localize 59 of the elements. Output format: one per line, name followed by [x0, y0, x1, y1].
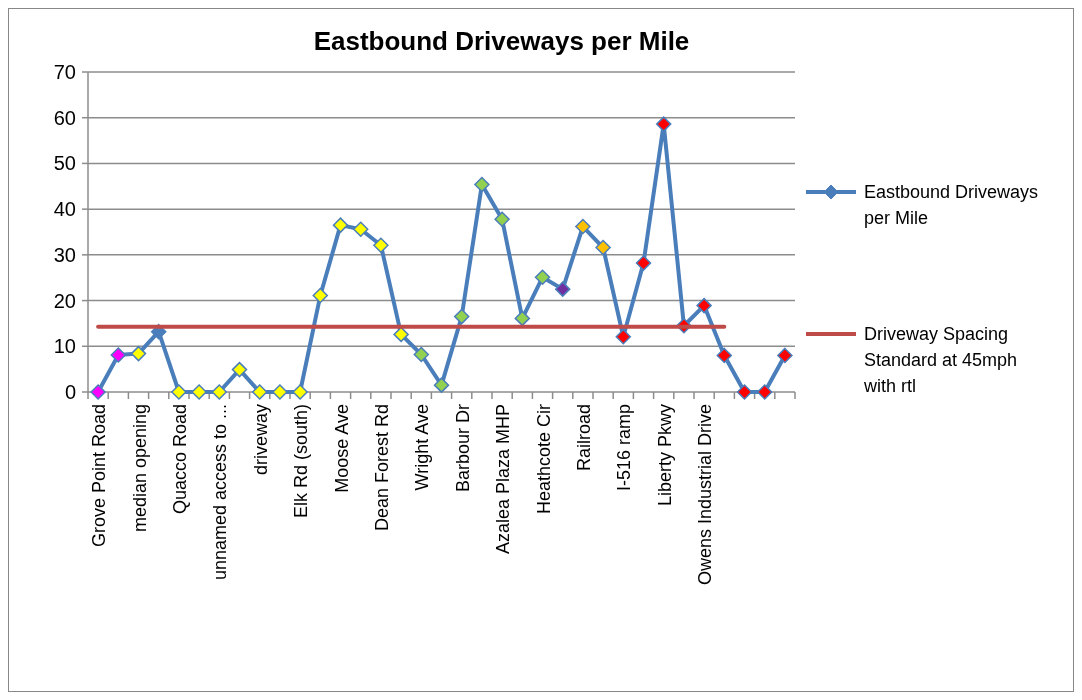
point [292, 384, 308, 400]
point [130, 345, 147, 362]
point [231, 361, 248, 378]
x-tick-label: Heathcote Cir [533, 404, 554, 515]
point [756, 384, 773, 400]
point [312, 287, 329, 304]
y-tick-label: 40 [53, 198, 76, 221]
point [736, 384, 753, 400]
point [110, 347, 127, 363]
x-tick-label: Grove Point Road [89, 404, 110, 548]
y-tick-label: 70 [53, 61, 76, 83]
x-tick-label: Liberty Pkwy [654, 404, 675, 507]
point [635, 255, 652, 271]
point [211, 384, 228, 400]
x-tick-label: I-516 ramp [614, 404, 635, 492]
y-tick-label: 60 [53, 106, 76, 129]
point [595, 239, 611, 256]
point [393, 326, 409, 343]
legend-label: Eastbound Driveways per Mile [864, 182, 1039, 228]
point [191, 384, 207, 400]
y-tick-label: 20 [53, 289, 76, 312]
point [272, 384, 288, 400]
point [696, 297, 712, 314]
y-tick-label: 30 [53, 243, 76, 266]
x-tick-label: Azalea Plaza MHP [493, 404, 514, 555]
point [453, 308, 470, 325]
y-tick-label: 10 [53, 335, 76, 358]
y-tick-label: 50 [53, 152, 76, 175]
x-tick-label: Railroad [573, 404, 594, 472]
point [413, 346, 430, 363]
x-tick-label: Moose Ave [331, 404, 352, 493]
point [352, 221, 369, 238]
x-tick-label: unnamed access to ... [210, 404, 231, 581]
point [251, 384, 268, 400]
point [90, 384, 106, 400]
x-tick-label: driveway [250, 404, 271, 476]
point [534, 269, 551, 286]
x-tick-label: Dean Forest Rd [371, 404, 392, 532]
point [332, 217, 349, 233]
point [433, 377, 450, 393]
legend-label: Driveway Spacing Standard at 45mph with rtl [863, 324, 1018, 396]
point [373, 237, 389, 254]
x-tick-label: Elk Rd (south) [291, 404, 312, 519]
point [716, 347, 733, 364]
point [514, 310, 531, 327]
point [554, 281, 571, 297]
x-tick-label: Quacco Road [169, 404, 190, 515]
x-tick-label: Wright Ave [412, 404, 433, 491]
point [777, 347, 793, 364]
x-tick-label: Barbour Dr [452, 403, 473, 493]
x-tick-label: median opening [129, 404, 150, 533]
point [474, 176, 490, 193]
point [655, 116, 672, 132]
point [575, 218, 591, 235]
chart-title: Eastbound Driveways per Mile [313, 26, 690, 56]
point [171, 384, 187, 400]
x-tick-label: Owens Industrial Drive [695, 404, 716, 586]
y-tick-label: 0 [64, 381, 76, 403]
point [494, 211, 510, 227]
